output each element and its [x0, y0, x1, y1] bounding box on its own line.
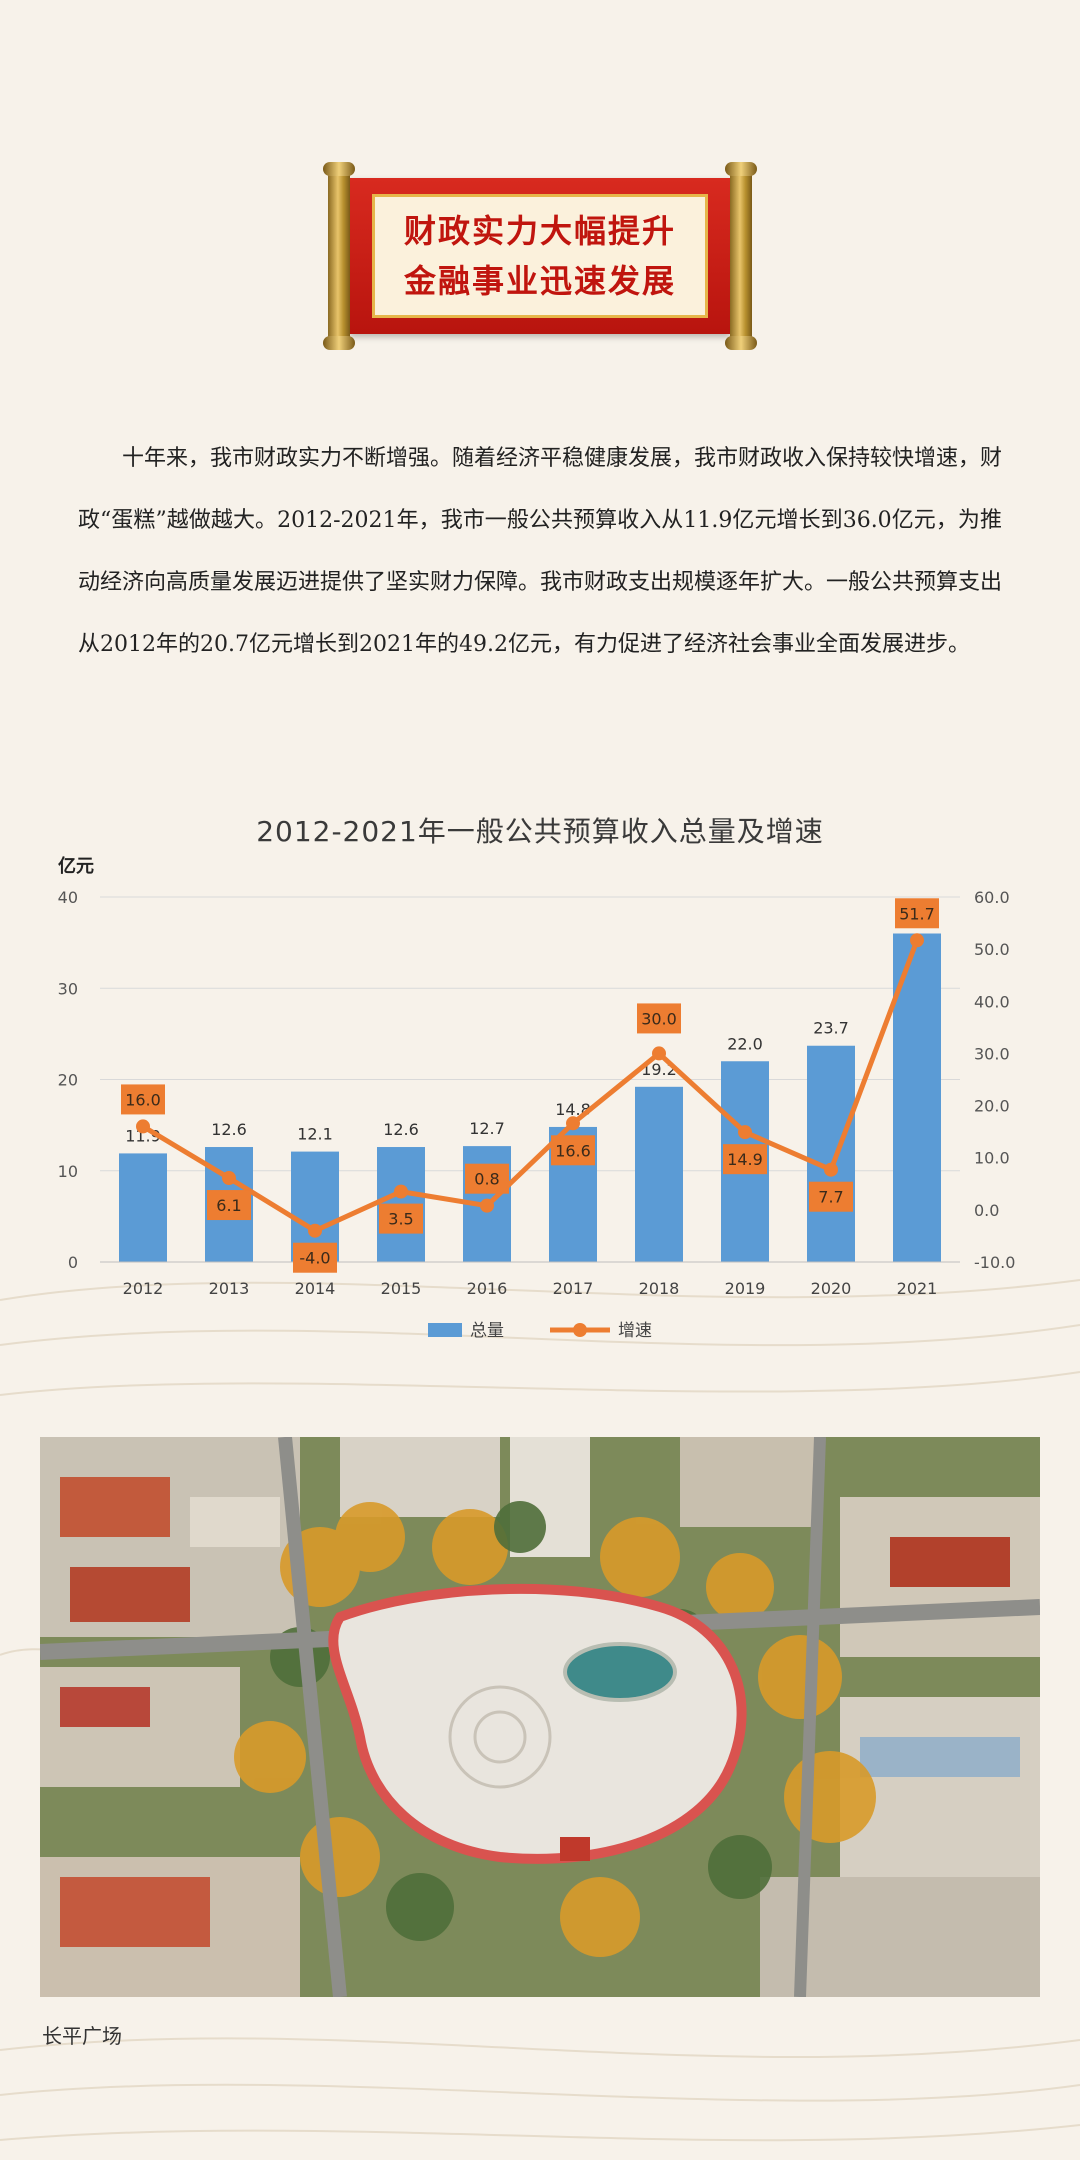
growth-point: [910, 933, 924, 948]
y-right-tick-label: 30.0: [974, 1044, 1010, 1063]
chart-canvas: 0 10 20 30 40 -10.0 0.0 10.0 20.0 30.0 40.0 50.0 60.…: [58, 855, 1016, 1341]
bar-value-label: 12.7: [469, 1119, 505, 1138]
growth-line: [141, 939, 920, 1234]
growth-value-label: 7.7: [818, 1188, 843, 1207]
growth-label-box: [723, 1144, 767, 1175]
y-left-tick-label: 0: [68, 1253, 78, 1272]
y-left-tick-label: 20: [58, 1071, 78, 1090]
bar-value-label: 22.0: [727, 1034, 763, 1053]
banner-title-line-2: 金融事业迅速发展: [403, 262, 676, 300]
growth-value-label: 51.7: [899, 904, 935, 923]
y-right-tick-label: 50.0: [974, 940, 1010, 959]
growth-label-box: [121, 1084, 165, 1115]
y-left-tick-label: 10: [58, 1162, 78, 1181]
y-right-tick-label: 60.0: [974, 888, 1010, 907]
bar-value-label: 23.7: [813, 1019, 849, 1038]
y-right-tick-label: 40.0: [974, 992, 1010, 1011]
x-tick-label: 2014: [295, 1279, 336, 1298]
y-right-tick-label: 10.0: [974, 1149, 1010, 1168]
x-tick-label: 2016: [467, 1279, 508, 1298]
growth-point: [652, 1046, 666, 1061]
y-right-tick-label: 0.0: [974, 1201, 999, 1220]
photo-caption: 长平广场: [42, 2024, 122, 2048]
y-axis-unit-label: 亿元: [58, 855, 94, 877]
growth-point: [824, 1162, 838, 1177]
growth-label-box: [551, 1135, 595, 1166]
growth-label-box: [207, 1190, 251, 1221]
x-tick-label: 2012: [123, 1279, 164, 1298]
legend-bar-label: 总量: [470, 1321, 504, 1341]
y-right-tick-label: 20.0: [974, 1097, 1010, 1116]
growth-label-box: [293, 1242, 337, 1273]
legend-bar-swatch: [428, 1323, 462, 1337]
growth-value-label: 14.9: [727, 1150, 763, 1169]
growth-label-box: [895, 898, 939, 929]
bar: [807, 1045, 855, 1262]
x-tick-label: 2018: [639, 1279, 680, 1298]
x-tick-label: 2021: [897, 1279, 938, 1298]
growth-value-label: 0.8: [474, 1170, 499, 1189]
revenue-chart: 2012-2021年一般公共预算收入总量及增速 0 10 20 30 40 -10.0 0.…: [0, 800, 1080, 1360]
growth-label-box: [637, 1003, 681, 1034]
title-scroll-banner: 财政实力大幅提升 金融事业迅速发展: [320, 162, 760, 350]
growth-point: [308, 1223, 322, 1238]
growth-label-box: [465, 1163, 509, 1194]
growth-value-label: 16.0: [125, 1090, 161, 1109]
legend-line-label: 增速: [618, 1321, 652, 1341]
scroll-red-banner: 财政实力大幅提升 金融事业迅速发展: [350, 178, 730, 334]
x-tick-label: 2017: [553, 1279, 594, 1298]
x-tick-label: 2015: [381, 1279, 422, 1298]
bar-value-label: 12.6: [211, 1120, 247, 1139]
scroll-rod-right: [725, 162, 757, 350]
bar: [119, 1153, 167, 1262]
y-right-tick-label: -10.0: [974, 1253, 1015, 1272]
growth-value-label: 16.6: [555, 1141, 591, 1160]
chart-title: 2012-2021年一般公共预算收入总量及增速: [256, 815, 824, 848]
growth-point: [394, 1184, 408, 1199]
aerial-photo: [40, 1437, 1040, 1997]
legend-line-marker: [573, 1323, 587, 1337]
x-tick-label: 2013: [209, 1279, 250, 1298]
y-left-tick-label: 40: [58, 888, 78, 907]
x-tick-label: 2020: [811, 1279, 852, 1298]
bar-value-label: 12.6: [383, 1120, 419, 1139]
growth-point: [480, 1198, 494, 1213]
growth-point: [566, 1116, 580, 1131]
scroll-inner-panel: 财政实力大幅提升 金融事业迅速发展: [372, 194, 708, 318]
growth-label-box: [809, 1181, 853, 1212]
x-tick-label: 2019: [725, 1279, 766, 1298]
growth-point: [136, 1119, 150, 1134]
growth-value-label: 3.5: [388, 1210, 413, 1229]
growth-value-label: 6.1: [216, 1196, 241, 1215]
banner-title-line-1: 财政实力大幅提升: [403, 212, 676, 250]
aerial-photo-illustration: [40, 1437, 1040, 1997]
intro-paragraph: 十年来，我市财政实力不断增强。随着经济平稳健康发展，我市财政收入保持较快增速，财…: [78, 446, 1003, 657]
growth-point: [738, 1125, 752, 1140]
growth-value-label: -4.0: [299, 1249, 330, 1268]
growth-point: [222, 1171, 236, 1186]
bar-value-label: 12.1: [297, 1125, 333, 1144]
growth-value-label: 30.0: [641, 1009, 677, 1028]
scroll-rod-left: [323, 162, 355, 350]
y-left-tick-label: 30: [58, 979, 78, 998]
growth-label-box: [379, 1203, 423, 1234]
bar: [635, 1086, 683, 1262]
